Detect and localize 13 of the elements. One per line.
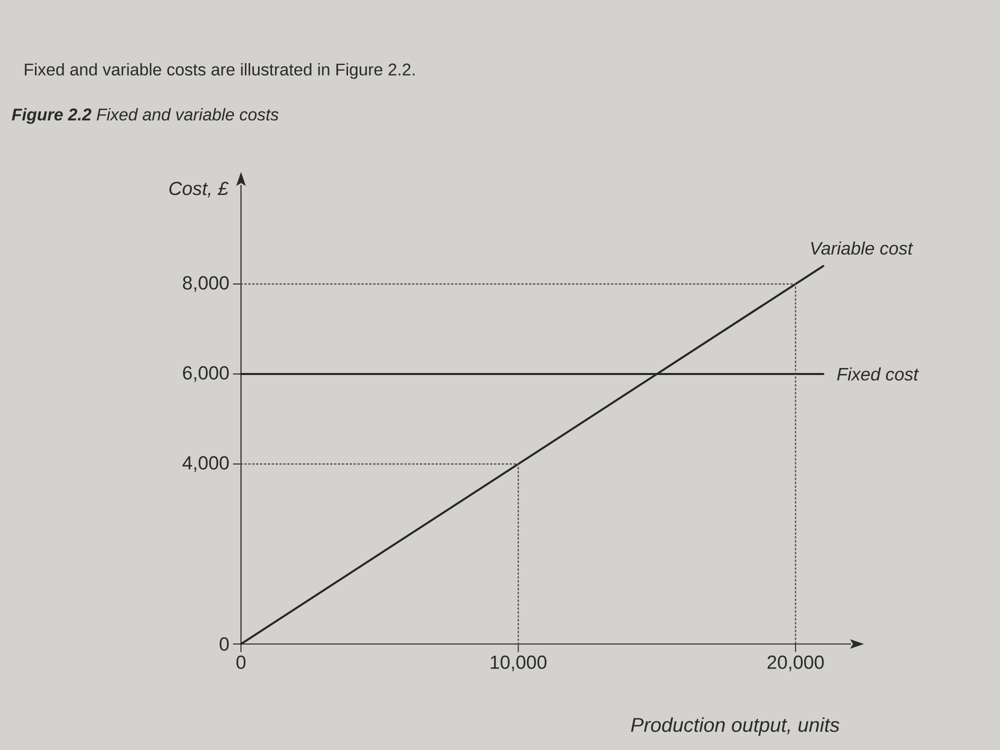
series-label: Variable cost xyxy=(811,242,914,255)
y-tick-label: 4,000 xyxy=(182,456,229,472)
chart-title: Figure 2.2 Fixed and variable costs xyxy=(12,108,278,124)
x-tick-label: 0 xyxy=(236,656,246,669)
x-axis-title: Production output, units xyxy=(631,717,840,736)
y-tick-label: 6,000 xyxy=(183,366,229,382)
y-tick-label: 0 xyxy=(220,637,229,651)
text: Fixed and variable costs are illustrated in Figure 2.2. xyxy=(24,63,414,79)
y-tick-label: 8,000 xyxy=(182,276,229,292)
x-tick-label: 20,000 xyxy=(768,656,824,672)
y-axis-title: Cost, £ xyxy=(169,182,229,198)
series-label: Fixed cost xyxy=(837,367,919,381)
x-tick-label: 10,000 xyxy=(490,656,546,672)
